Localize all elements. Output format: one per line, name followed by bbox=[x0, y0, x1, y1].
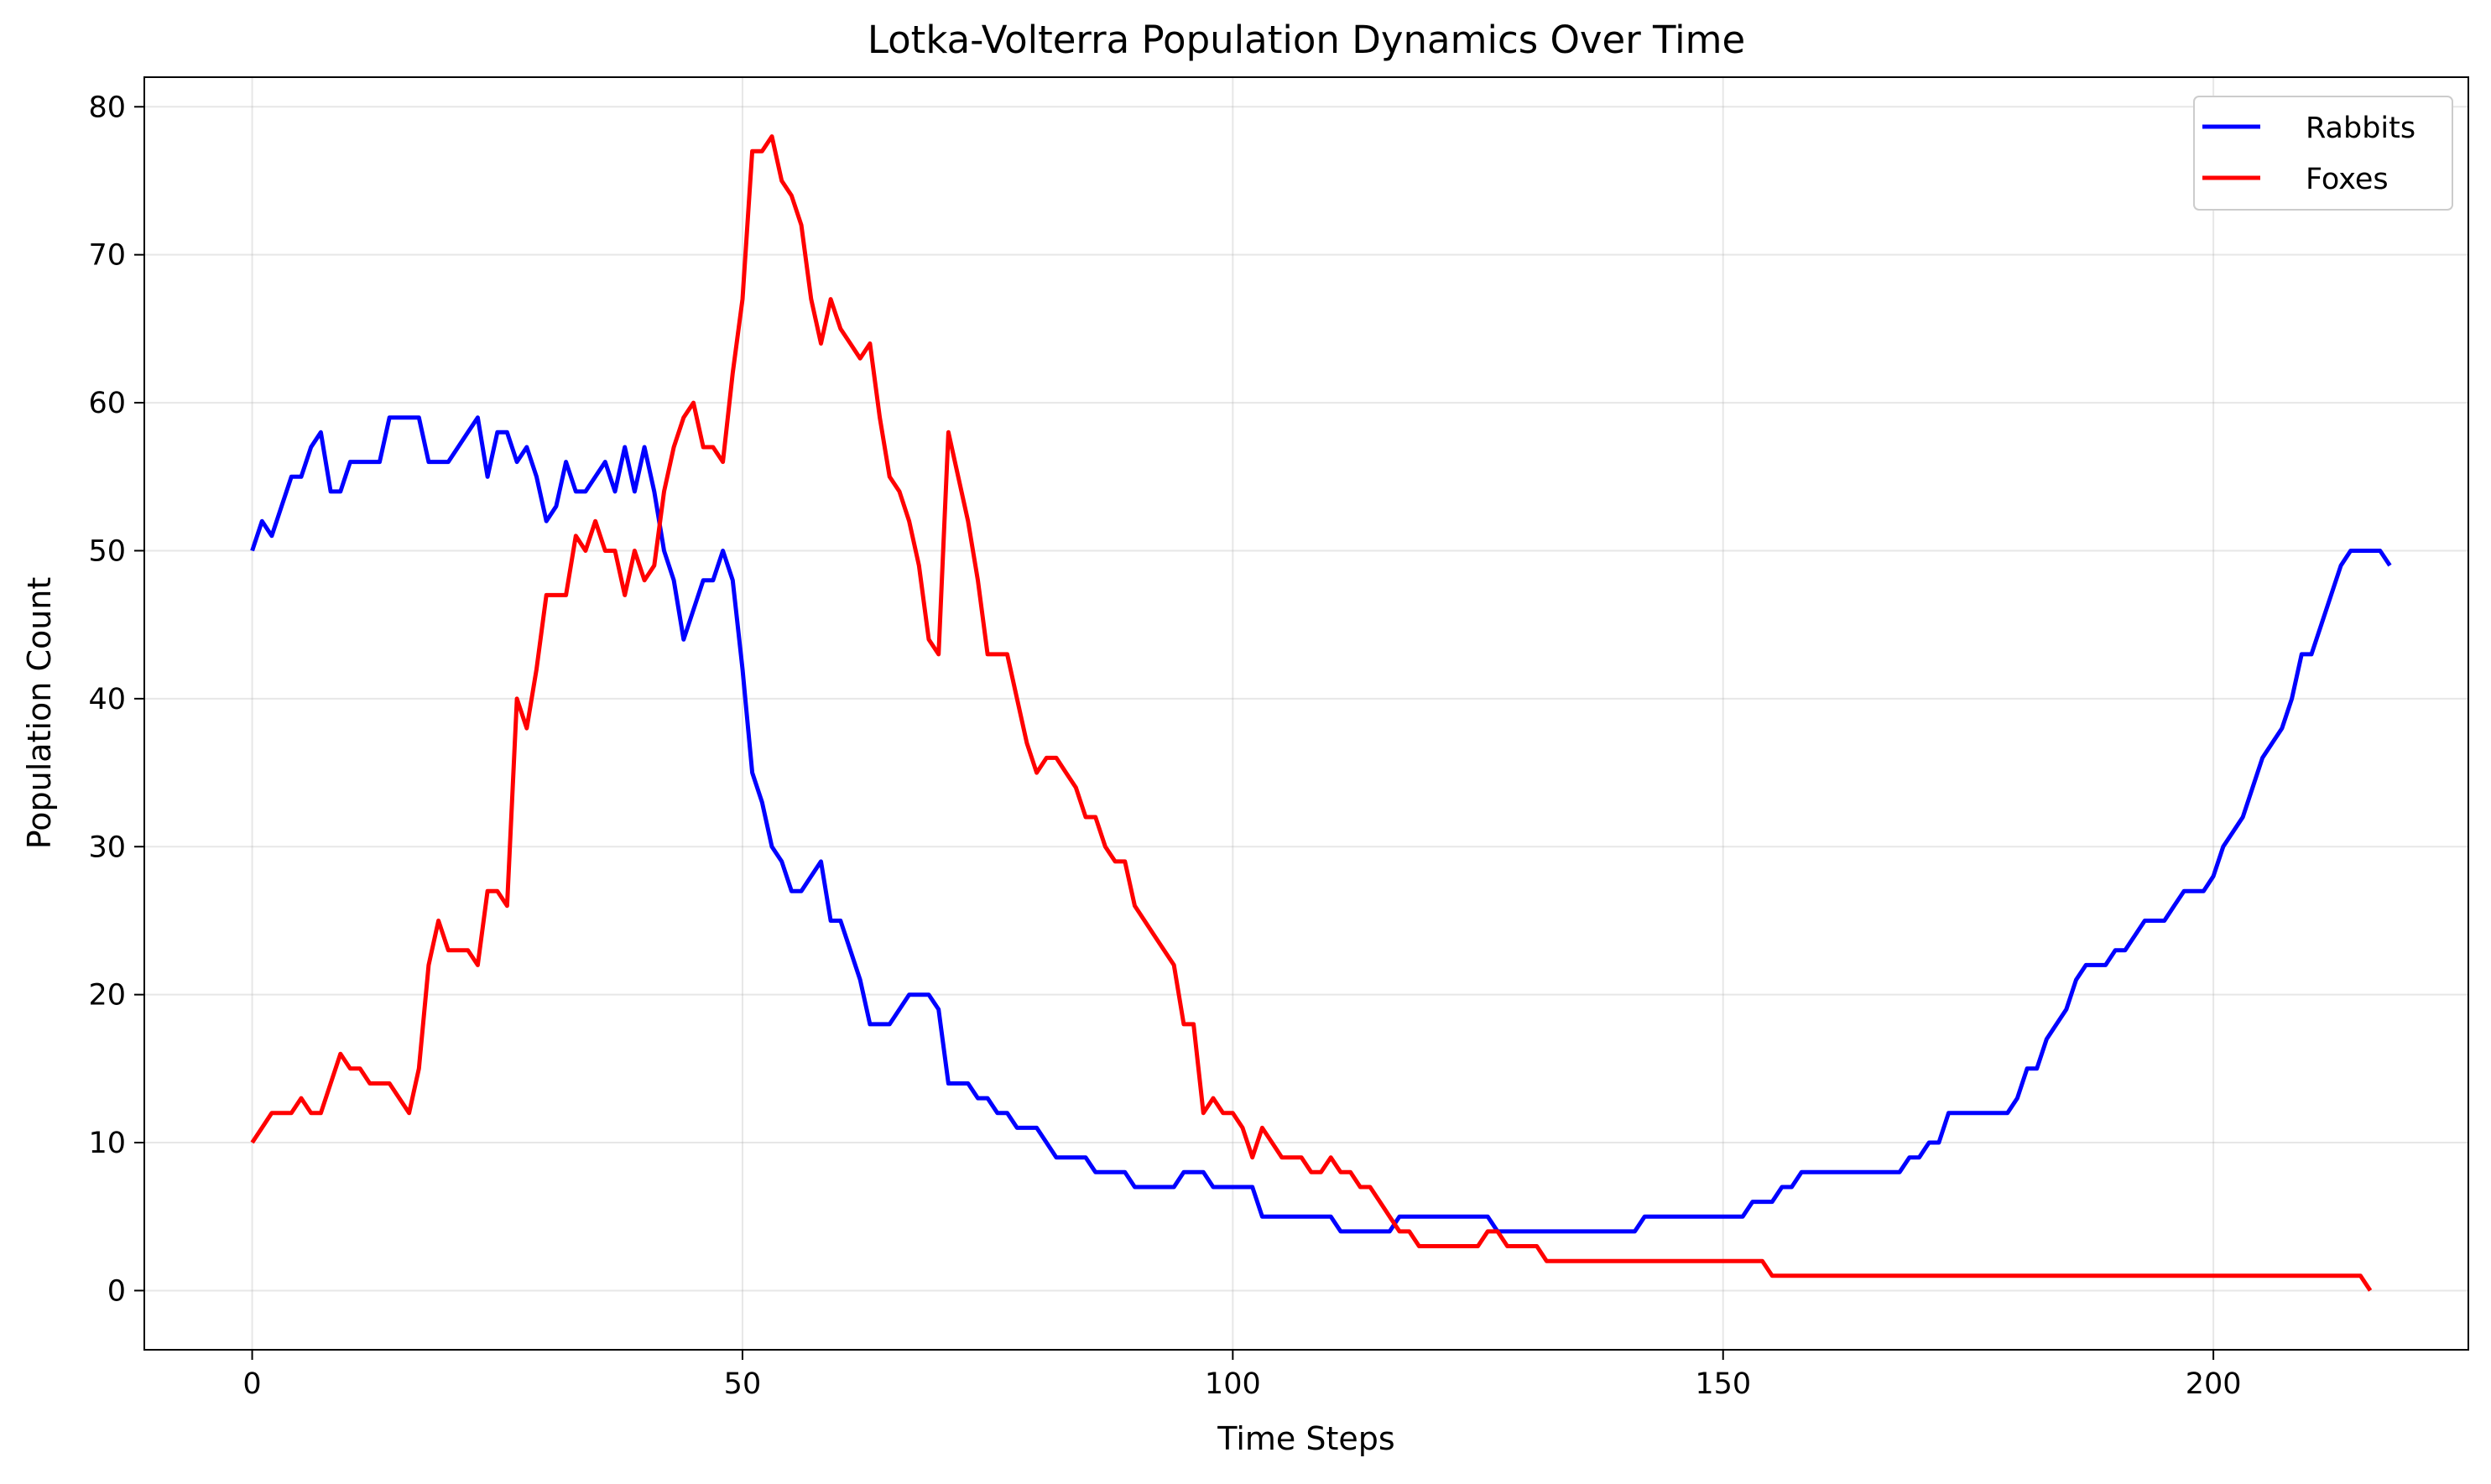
x-tick-label: 0 bbox=[242, 1367, 261, 1401]
y-tick-label: 60 bbox=[88, 387, 126, 420]
x-axis-label: Time Steps bbox=[1217, 1420, 1394, 1457]
x-tick-label: 50 bbox=[724, 1367, 762, 1401]
x-tick-label: 150 bbox=[1695, 1367, 1751, 1401]
y-tick-label: 80 bbox=[88, 91, 126, 124]
y-axis-label: Population Count bbox=[21, 577, 58, 850]
y-tick-label: 20 bbox=[88, 979, 126, 1013]
y-tick-label: 0 bbox=[107, 1274, 126, 1308]
y-tick-label: 40 bbox=[88, 683, 126, 716]
y-tick-label: 30 bbox=[88, 831, 126, 864]
legend-label-foxes: Foxes bbox=[2306, 163, 2389, 196]
legend-label-rabbits: Rabbits bbox=[2306, 112, 2415, 145]
chart-title: Lotka-Volterra Population Dynamics Over … bbox=[868, 18, 1745, 62]
y-tick-label: 70 bbox=[88, 239, 126, 273]
x-tick-label: 100 bbox=[1205, 1367, 1261, 1401]
grid bbox=[144, 77, 2468, 1350]
series-line-foxes bbox=[250, 134, 2373, 1292]
series-lines bbox=[250, 134, 2392, 1292]
plot-area-frame bbox=[143, 76, 2469, 1351]
x-tick-label: 200 bbox=[2186, 1367, 2242, 1401]
legend: Rabbits Foxes bbox=[2193, 96, 2453, 211]
series-line-rabbits bbox=[250, 415, 2392, 1234]
y-tick-label: 50 bbox=[88, 534, 126, 568]
y-tick-label: 10 bbox=[88, 1127, 126, 1160]
axis-ticks: 0 50 100 150 200 0 10 20 30 40 50 60 70 80 bbox=[88, 91, 2241, 1401]
